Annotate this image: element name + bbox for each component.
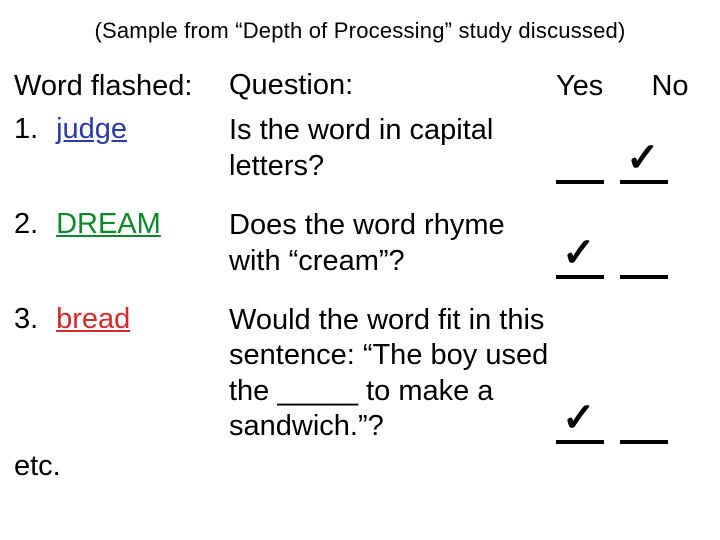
check-icon: ✓ bbox=[562, 398, 596, 438]
caption-text: (Sample from “Depth of Processing” study… bbox=[14, 18, 706, 44]
no-blank: ✓ bbox=[620, 148, 668, 184]
answer-cell: ✓ bbox=[556, 208, 706, 279]
word-cell: 3. bread bbox=[14, 303, 229, 445]
no-blank bbox=[620, 408, 668, 444]
item-row: 1. judge Is the word in capital letters?… bbox=[14, 113, 706, 184]
no-blank bbox=[620, 243, 668, 279]
yes-blank bbox=[556, 148, 604, 184]
flashed-word: DREAM bbox=[56, 208, 161, 240]
etc-text: etc. bbox=[14, 450, 706, 483]
header-row: Word flashed: Question: Yes No bbox=[14, 68, 706, 103]
item-row: 2. DREAM Does the word rhyme with “cream… bbox=[14, 208, 706, 279]
question-text: Would the word fit in this sentence: “Th… bbox=[229, 303, 556, 445]
header-no: No bbox=[651, 70, 688, 103]
flashed-word: bread bbox=[56, 303, 130, 335]
header-yes: Yes bbox=[556, 70, 603, 103]
check-icon: ✓ bbox=[562, 233, 596, 273]
word-cell: 2. DREAM bbox=[14, 208, 229, 279]
answer-cell: ✓ bbox=[556, 399, 706, 445]
flashed-word: judge bbox=[56, 113, 127, 145]
item-number: 2. bbox=[14, 208, 48, 241]
check-icon: ✓ bbox=[626, 138, 660, 178]
item-number: 3. bbox=[14, 303, 48, 336]
yes-blank: ✓ bbox=[556, 408, 604, 444]
question-text: Is the word in capital letters? bbox=[229, 113, 556, 184]
header-yesno: Yes No bbox=[556, 70, 706, 103]
question-text: Does the word rhyme with “cream”? bbox=[229, 208, 556, 279]
header-question: Question: bbox=[229, 68, 556, 103]
header-word: Word flashed: bbox=[14, 70, 229, 103]
answer-cell: ✓ bbox=[556, 113, 706, 184]
item-number: 1. bbox=[14, 113, 48, 146]
word-cell: 1. judge bbox=[14, 113, 229, 184]
item-row: 3. bread Would the word fit in this sent… bbox=[14, 303, 706, 445]
yes-blank: ✓ bbox=[556, 243, 604, 279]
